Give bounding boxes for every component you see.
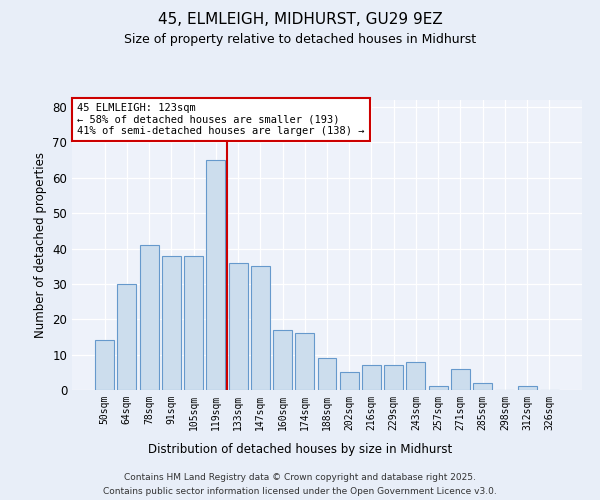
Bar (273, 330, 292, 390)
Bar (229, 262, 248, 390)
Bar (162, 256, 181, 390)
Bar (317, 358, 337, 390)
Bar (251, 266, 270, 390)
Bar (362, 365, 381, 390)
Text: Distribution of detached houses by size in Midhurst: Distribution of detached houses by size … (148, 442, 452, 456)
Bar (429, 386, 448, 390)
Text: 45, ELMLEIGH, MIDHURST, GU29 9EZ: 45, ELMLEIGH, MIDHURST, GU29 9EZ (158, 12, 442, 28)
Bar (118, 284, 136, 390)
Y-axis label: Number of detached properties: Number of detached properties (34, 152, 47, 338)
Bar (95, 340, 114, 390)
Text: 45 ELMLEIGH: 123sqm
← 58% of detached houses are smaller (193)
41% of semi-detac: 45 ELMLEIGH: 123sqm ← 58% of detached ho… (77, 103, 365, 136)
Text: Contains HM Land Registry data © Crown copyright and database right 2025.: Contains HM Land Registry data © Crown c… (124, 472, 476, 482)
Bar (451, 369, 470, 390)
Bar (206, 160, 225, 390)
Text: Size of property relative to detached houses in Midhurst: Size of property relative to detached ho… (124, 32, 476, 46)
Bar (295, 334, 314, 390)
Bar (473, 383, 492, 390)
Bar (340, 372, 359, 390)
Bar (140, 245, 158, 390)
Bar (406, 362, 425, 390)
Bar (184, 256, 203, 390)
Bar (384, 365, 403, 390)
Bar (518, 386, 536, 390)
Text: Contains public sector information licensed under the Open Government Licence v3: Contains public sector information licen… (103, 488, 497, 496)
